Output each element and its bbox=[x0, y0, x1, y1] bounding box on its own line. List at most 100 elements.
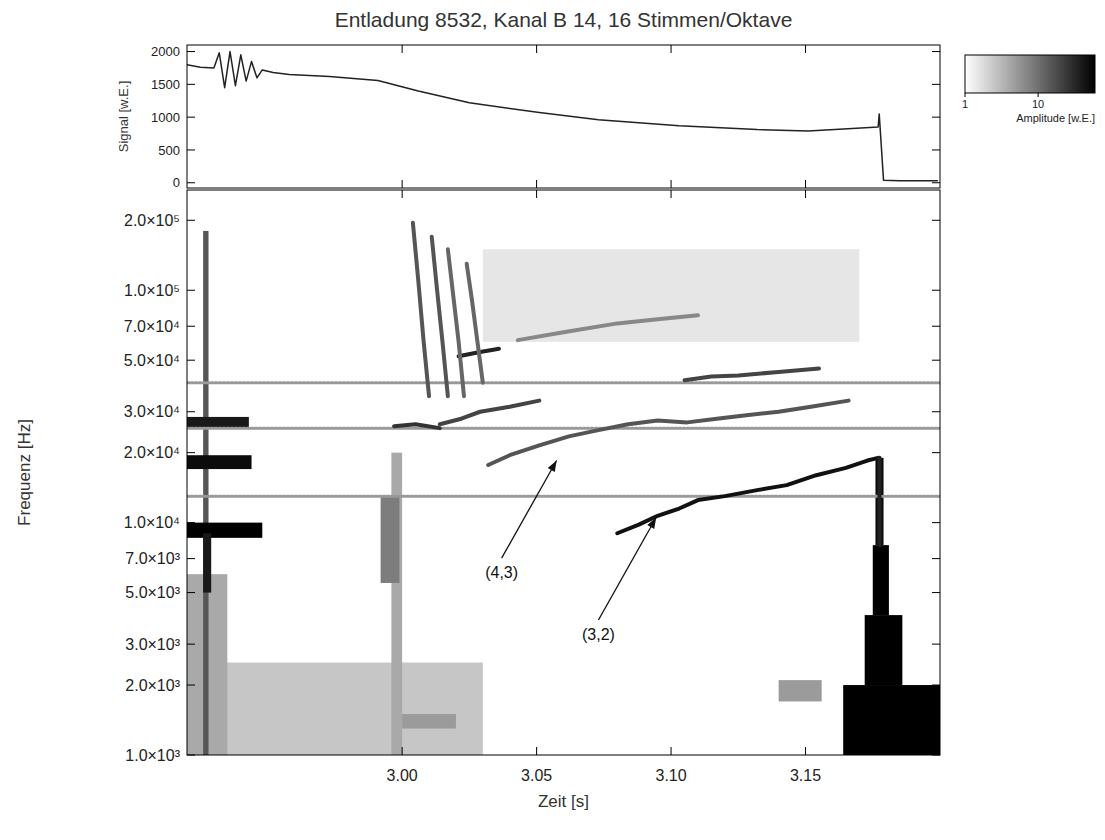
y-tick-label: 1.0×10⁵ bbox=[124, 282, 180, 299]
x-tick bbox=[671, 180, 672, 188]
x-tick bbox=[805, 45, 806, 53]
y-tick bbox=[932, 755, 940, 756]
colorbar-tick-label: 10 bbox=[1032, 98, 1044, 110]
y-tick bbox=[932, 220, 940, 221]
y-tick bbox=[187, 360, 195, 361]
y-tick-label: 2000 bbox=[151, 44, 180, 59]
ridge bbox=[617, 458, 878, 533]
y-tick-label: 5.0×10⁴ bbox=[124, 352, 180, 369]
y-tick-label: 2.0×10⁵ bbox=[124, 212, 180, 229]
cell bbox=[381, 496, 400, 583]
annotation-arrow bbox=[598, 517, 656, 620]
y-tick-label: 0 bbox=[173, 175, 180, 190]
y-tick bbox=[932, 685, 940, 686]
y-tick bbox=[187, 755, 195, 756]
x-tick bbox=[671, 45, 672, 53]
colorbar bbox=[965, 55, 1095, 93]
y-tick bbox=[932, 360, 940, 361]
y-tick bbox=[932, 452, 940, 453]
x-tick bbox=[536, 190, 537, 198]
ridge bbox=[394, 424, 440, 428]
colorbar-tick bbox=[965, 93, 966, 97]
x-tick-label: 3.00 bbox=[387, 767, 418, 784]
cell bbox=[187, 523, 262, 538]
arrow-head bbox=[647, 517, 656, 529]
y-tick bbox=[187, 84, 195, 85]
y-tick bbox=[932, 290, 940, 291]
y-tick bbox=[932, 592, 940, 593]
y-tick-label: 1500 bbox=[151, 77, 180, 92]
y-tick bbox=[932, 522, 940, 523]
cell bbox=[203, 231, 208, 755]
cell bbox=[873, 545, 889, 615]
cell bbox=[843, 685, 940, 755]
annotation-arrow bbox=[502, 460, 557, 558]
y-tick bbox=[187, 117, 195, 118]
x-tick bbox=[402, 747, 403, 755]
x-tick bbox=[402, 190, 403, 198]
x-tick bbox=[536, 45, 537, 53]
y-tick bbox=[187, 685, 195, 686]
x-tick bbox=[671, 747, 672, 755]
y-tick bbox=[932, 411, 940, 412]
y-tick bbox=[932, 117, 940, 118]
ridge bbox=[877, 458, 881, 545]
frame bbox=[187, 190, 940, 755]
ridge bbox=[432, 237, 448, 397]
cell bbox=[187, 663, 483, 755]
y-tick bbox=[932, 558, 940, 559]
x-tick-label: 3.10 bbox=[656, 767, 687, 784]
y-tick bbox=[187, 326, 195, 327]
signal-line bbox=[187, 52, 937, 181]
title: Entladung 8532, Kanal B 14, 16 Stimmen/O… bbox=[335, 8, 793, 31]
y-tick bbox=[187, 51, 195, 52]
ridge bbox=[685, 369, 819, 381]
y-tick bbox=[187, 592, 195, 593]
x-tick bbox=[402, 180, 403, 188]
x-axis-title: Zeit [s] bbox=[538, 792, 589, 811]
x-tick-label: 3.15 bbox=[790, 767, 821, 784]
x-tick bbox=[536, 747, 537, 755]
ridge bbox=[518, 315, 698, 340]
y-tick bbox=[932, 84, 940, 85]
y-tick-label: 1.0×10⁴ bbox=[124, 514, 180, 531]
y-tick-label: 500 bbox=[158, 143, 180, 158]
y-tick bbox=[932, 644, 940, 645]
ridge bbox=[413, 223, 429, 396]
cell bbox=[187, 455, 252, 469]
annotation: (3,2) bbox=[582, 626, 615, 643]
y-tick bbox=[187, 452, 195, 453]
colorbar-label: Amplitude [w.E.] bbox=[1016, 112, 1095, 124]
y-tick bbox=[932, 149, 940, 150]
y-axis-title: Signal [w.E.] bbox=[116, 81, 131, 153]
colorbar-tick bbox=[1038, 93, 1039, 97]
y-tick-label: 3.0×10³ bbox=[125, 636, 180, 653]
y-tick-label: 5.0×10³ bbox=[125, 584, 180, 601]
y-tick-label: 7.0×10⁴ bbox=[124, 318, 180, 335]
cell bbox=[483, 249, 859, 341]
x-tick bbox=[536, 180, 537, 188]
cell bbox=[875, 458, 883, 545]
colorbar-tick-label: 1 bbox=[962, 98, 968, 110]
ridge bbox=[488, 401, 848, 465]
x-tick bbox=[805, 747, 806, 755]
y-tick bbox=[932, 51, 940, 52]
y-tick-label: 2.0×10³ bbox=[125, 677, 180, 694]
cell bbox=[779, 680, 822, 701]
chart: 0500100015002000Entladung 8532, Kanal B … bbox=[0, 0, 1105, 840]
y-axis-title: Frequenz [Hz] bbox=[15, 419, 34, 526]
cell bbox=[865, 615, 903, 685]
y-tick bbox=[187, 411, 195, 412]
x-tick bbox=[671, 190, 672, 198]
frame bbox=[187, 45, 940, 188]
y-tick bbox=[932, 182, 940, 183]
y-tick-label: 1.0×10³ bbox=[125, 747, 180, 764]
plot-area bbox=[187, 223, 940, 755]
y-tick bbox=[187, 522, 195, 523]
y-tick bbox=[187, 220, 195, 221]
y-tick-label: 3.0×10⁴ bbox=[124, 403, 180, 420]
ridge bbox=[187, 381, 940, 384]
ridge bbox=[187, 495, 940, 498]
y-tick-label: 2.0×10⁴ bbox=[124, 444, 180, 461]
cell bbox=[203, 533, 211, 592]
